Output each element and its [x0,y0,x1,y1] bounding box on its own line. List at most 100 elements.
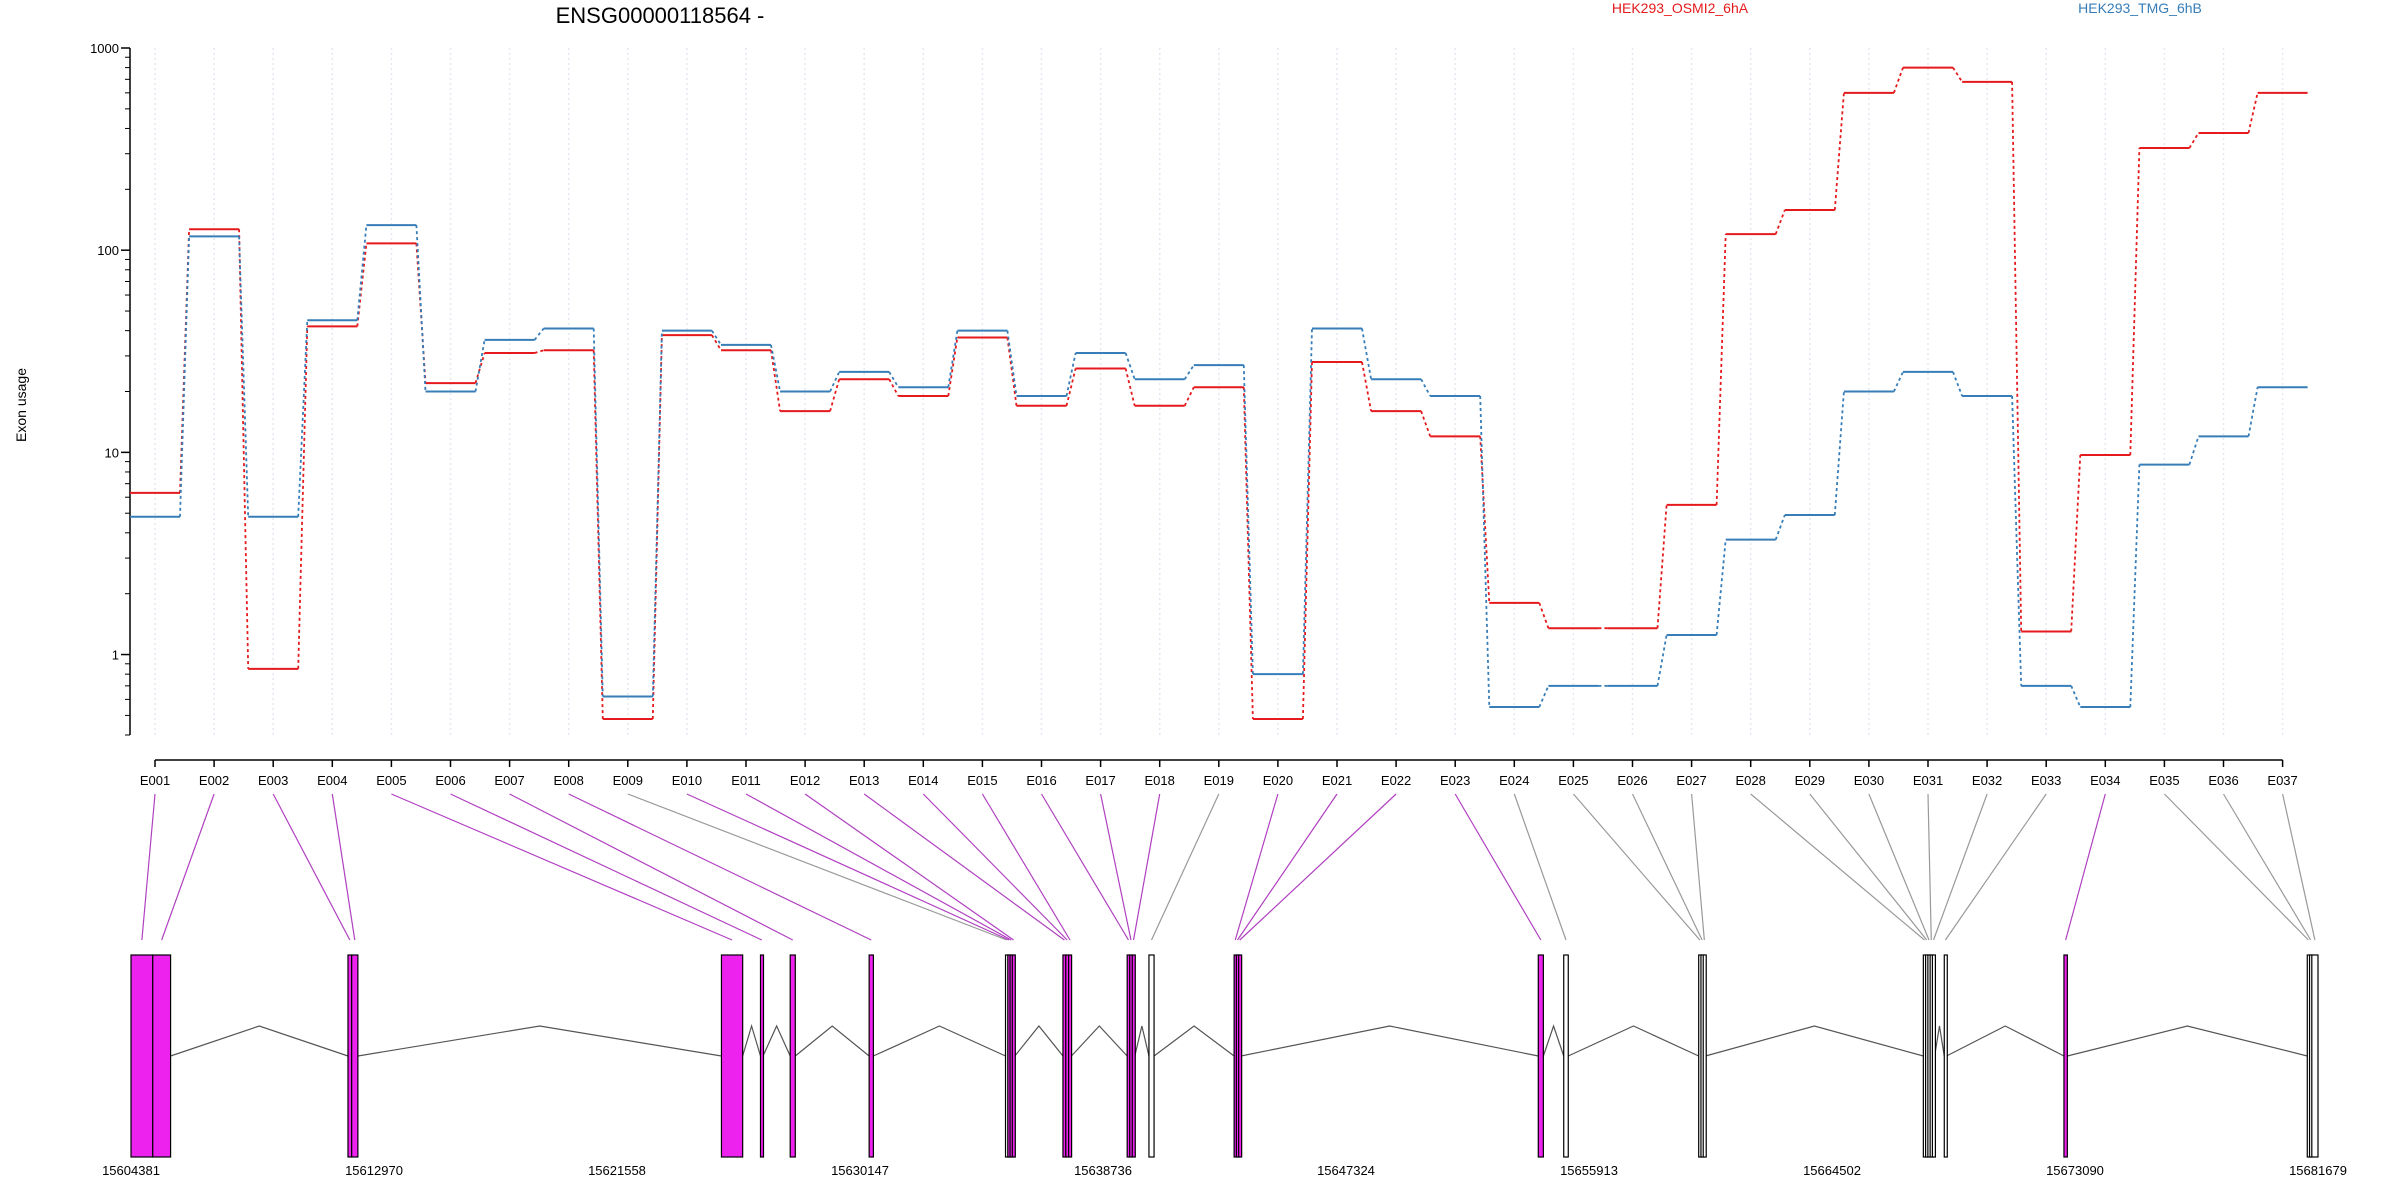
y-axis-label: Exon usage [13,368,29,442]
data-connector [711,334,722,351]
exon-label-E023: E023 [1440,773,1470,788]
exon-box-E037 [2311,954,2319,1158]
exon-label-E018: E018 [1145,773,1175,788]
data-connector [2188,132,2200,149]
data-connector [1361,328,1372,380]
data-connector [888,371,900,388]
data-connector [2188,436,2200,465]
link-E033 [1944,793,2047,941]
data-connector [1065,368,1077,406]
intron [170,1025,349,1057]
exon-label-E017: E017 [1085,773,1115,788]
exon-label-E012: E012 [790,773,820,788]
exon-label-E010: E010 [672,773,702,788]
link-E023 [1454,793,1542,941]
coordinate-label: 15638736 [1074,1163,1132,1178]
link-E021 [1237,793,1338,941]
data-connector [1124,352,1136,380]
link-E024 [1513,793,1567,941]
data-connector [1774,209,1786,235]
data-connector [592,328,604,697]
exon-label-E034: E034 [2090,773,2120,788]
exon-label-E025: E025 [1558,773,1588,788]
data-connector [1479,436,1491,603]
exon-label-E013: E013 [849,773,879,788]
link-E020 [1234,793,1279,941]
data-connector [947,337,959,397]
exon-box-E001 [130,954,154,1158]
data-connector [1006,337,1018,406]
data-connector [888,378,900,397]
series-2 [130,224,2308,709]
data-connector [1656,634,1668,687]
exon-label-E026: E026 [1617,773,1647,788]
link-E026 [1631,793,1703,941]
data-connector [1952,371,1963,397]
link-E009 [627,793,1007,941]
exon-label-E020: E020 [1263,773,1293,788]
coordinate-label: 15647324 [1317,1163,1375,1178]
data-connector [770,350,781,412]
link-E010 [686,793,1010,941]
exon-label-E007: E007 [494,773,524,788]
data-connector [829,378,841,412]
data-connector [1893,67,1904,94]
data-connector [1656,504,1668,629]
data-connector [2247,387,2259,437]
exon-label-E009: E009 [613,773,643,788]
exon-label-E008: E008 [554,773,584,788]
data-connector [1361,361,1372,412]
data-connector [1420,410,1432,437]
data-connector [1124,368,1136,406]
data-connector [474,339,486,392]
data-connector [179,236,190,517]
chart-title: ENSG00000118564 - [556,3,765,28]
exon-box-E015 [1068,954,1073,1158]
link-E025 [1572,793,1701,941]
exon-box-E004 [351,954,359,1158]
intron [357,1025,722,1057]
data-connector [2247,92,2259,134]
data-connector [1715,539,1727,636]
exon-box-E002 [152,954,172,1158]
intron [1705,1025,1924,1057]
data-connector [1183,364,1195,380]
coordinate-label: 15664502 [1803,1163,1861,1178]
data-connector [1774,514,1786,540]
gene-model: 15604381 15612970 15621558 15630147 15638736… [102,954,2347,1178]
data-connector [474,352,486,384]
exon-label-E011: E011 [731,773,760,788]
intron [794,1025,870,1057]
exon-label-E031: E031 [1913,773,1943,788]
data-connector [1479,395,1491,708]
data-connector [1006,330,1018,397]
data-connector [1302,361,1313,720]
intron [1542,1024,1565,1057]
link-E029 [1809,793,1928,941]
intron [1014,1025,1064,1057]
link-E006 [450,793,763,941]
data-connector [2070,454,2082,632]
coordinate-label: 15604381 [102,1163,160,1178]
link-E002 [161,793,215,941]
data-connector [651,335,663,720]
intron [1153,1025,1235,1057]
link-E001 [141,793,156,941]
data-connector [1952,67,1963,83]
data-connector [2070,685,2082,708]
exon-box-E034 [2063,954,2068,1158]
data-connector [297,320,309,517]
series-lines [130,66,2308,720]
data-connector [1715,234,1727,505]
link-E004 [331,793,356,941]
data-connector [770,344,781,392]
data-connector [947,330,959,388]
exon-box-E033 [1943,954,1948,1158]
data-connector [534,349,544,354]
link-E036 [2222,793,2312,941]
data-connector [415,243,427,384]
exon-box-E005 [720,954,744,1158]
data-connector [2011,81,2023,632]
exon-label-E021: E021 [1322,773,1352,788]
